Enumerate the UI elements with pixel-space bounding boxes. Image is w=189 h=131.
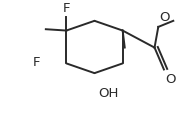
- Text: F: F: [33, 56, 40, 69]
- Text: F: F: [63, 2, 70, 15]
- Text: O: O: [159, 12, 170, 24]
- Text: O: O: [165, 73, 175, 86]
- Text: OH: OH: [98, 86, 119, 100]
